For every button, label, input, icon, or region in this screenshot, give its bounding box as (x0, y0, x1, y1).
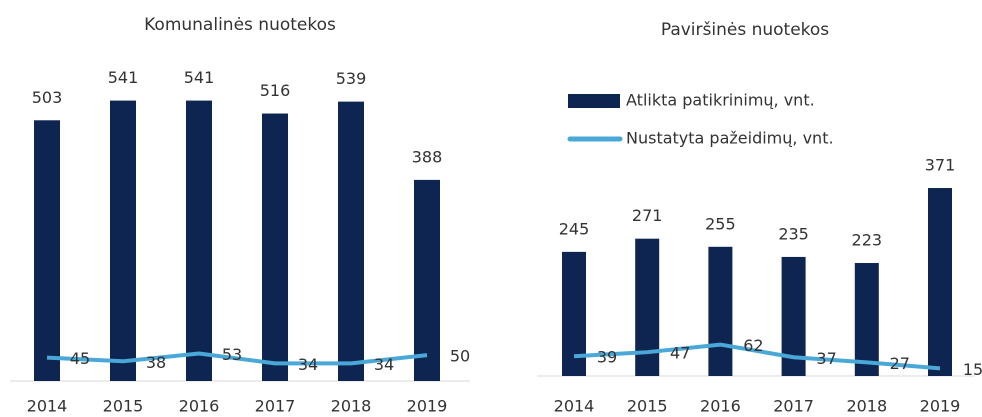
bar-label: 541 (184, 68, 215, 87)
line-label: 45 (70, 349, 90, 368)
line-label: 39 (597, 348, 617, 367)
bar (262, 113, 288, 381)
bar (854, 263, 879, 376)
x-tick-label: 2015 (627, 397, 668, 416)
x-tick-label: 2017 (773, 397, 814, 416)
bar (928, 188, 952, 376)
bar (708, 246, 733, 376)
x-tick-label: 2015 (103, 397, 144, 416)
bar-label: 539 (336, 69, 367, 88)
bar-label: 371 (925, 156, 956, 175)
legend-label: Nustatyta pažeidimų, vnt. (626, 129, 834, 148)
bar-label: 255 (705, 214, 736, 233)
x-tick-label: 2016 (179, 397, 220, 416)
bar-label: 235 (778, 224, 809, 243)
line-label: 37 (816, 349, 836, 368)
bar-label: 388 (412, 147, 443, 166)
line-label: 34 (374, 355, 394, 374)
legend-label: Atlikta patikrinimų, vnt. (626, 91, 815, 110)
bar-label: 503 (32, 88, 63, 107)
x-tick-label: 2014 (27, 397, 68, 416)
bar (414, 179, 440, 381)
line-label: 53 (222, 345, 242, 364)
line (573, 342, 941, 371)
x-tick-label: 2017 (255, 397, 296, 416)
bar (110, 100, 136, 381)
legend-swatch (568, 94, 620, 108)
line-label: 27 (890, 354, 910, 373)
chart-title: Paviršinės nuotekos (661, 20, 829, 40)
line-label: 50 (450, 347, 470, 366)
line (46, 351, 428, 366)
x-tick-label: 2016 (700, 397, 741, 416)
line-label: 15 (963, 360, 982, 379)
line-label: 34 (298, 355, 318, 374)
line-label: 62 (743, 336, 763, 355)
bar (186, 100, 212, 381)
chart-title: Komunalinės nuotekos (144, 15, 336, 35)
x-tick-label: 2018 (846, 397, 887, 416)
bar (34, 120, 60, 382)
x-tick-label: 2018 (331, 397, 372, 416)
x-tick-label: 2019 (920, 397, 961, 416)
bar-label: 245 (559, 219, 590, 238)
line-label: 38 (146, 353, 166, 372)
bar-label: 223 (852, 231, 883, 250)
bar-label: 541 (108, 68, 139, 87)
bar-label: 516 (260, 81, 291, 100)
line-label: 47 (670, 344, 690, 363)
bar-label: 271 (632, 206, 663, 225)
x-tick-label: 2019 (407, 397, 448, 416)
bar (635, 238, 660, 376)
x-tick-label: 2014 (554, 397, 595, 416)
bar (338, 101, 364, 381)
